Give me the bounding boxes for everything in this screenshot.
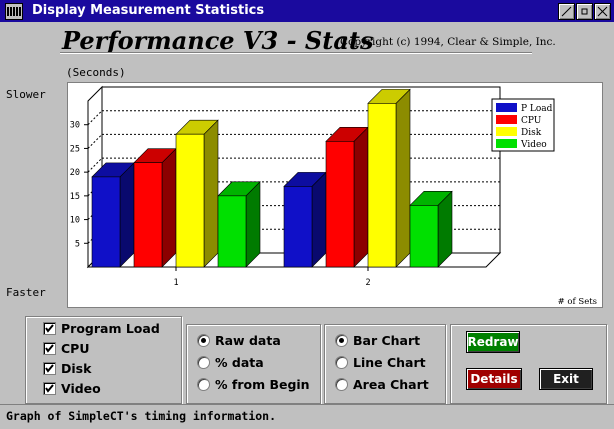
y-tick-label: 5 <box>75 239 80 249</box>
legend-swatch <box>496 139 517 148</box>
y-tick-label: 15 <box>70 192 80 202</box>
maximize-icon[interactable] <box>576 3 593 20</box>
radio-label: Raw data <box>215 333 281 348</box>
gridline-depth <box>87 110 103 126</box>
chart-type-radio-1[interactable]: Line Chart <box>335 355 426 370</box>
legend-label: Video <box>520 140 547 150</box>
checkbox-label: Disk <box>61 361 92 376</box>
checkbox-icon[interactable] <box>43 342 56 355</box>
bar-cpu-2 <box>325 126 369 268</box>
data-mode-radio-0[interactable]: Raw data <box>197 333 281 348</box>
y-tick-label: 20 <box>70 168 80 178</box>
window-title: Display Measurement Statistics <box>32 3 265 18</box>
bar-face <box>245 181 261 268</box>
bar-face <box>217 195 247 268</box>
radio-label: Area Chart <box>353 377 429 392</box>
bar-chart: 5 10 15 20 25 30 1 2 # of Sets P Load CPU Disk Video <box>70 85 597 307</box>
bar-face <box>395 88 411 268</box>
radio-icon[interactable] <box>197 378 210 391</box>
system-menu-icon[interactable] <box>5 3 23 20</box>
radio-icon[interactable] <box>335 334 348 347</box>
chart-area: 5 10 15 20 25 30 1 2 # of Sets P Load CPU Disk Video <box>67 82 603 308</box>
checkbox-label: Video <box>61 381 101 396</box>
exit-button[interactable]: Exit <box>539 368 593 390</box>
legend-swatch <box>496 115 517 124</box>
checkbox-icon[interactable] <box>43 362 56 375</box>
series-checkbox-0[interactable]: Program Load <box>43 321 160 336</box>
bar-disk-1 <box>175 119 219 268</box>
chart-type-radio-0[interactable]: Bar Chart <box>335 333 420 348</box>
y-tick-label: 10 <box>70 216 80 226</box>
series-panel: Program Load CPU Disk Video <box>25 316 182 404</box>
copyright-text: Copyright (c) 1994, Clear & Simple, Inc. <box>340 36 556 48</box>
bar-face <box>367 103 397 268</box>
bar-p-load-1 <box>91 162 135 268</box>
y-tick-label: 25 <box>70 144 80 154</box>
bar-face <box>91 176 121 268</box>
bar-face <box>119 162 135 268</box>
title-bar[interactable]: Display Measurement Statistics <box>0 0 614 22</box>
radio-icon[interactable] <box>197 356 210 369</box>
radio-label: % from Begin <box>215 377 310 392</box>
gridline-depth <box>87 134 103 149</box>
series-checkbox-1[interactable]: CPU <box>43 341 90 356</box>
y-tick-label: 30 <box>70 121 80 131</box>
unit-label: (Seconds) <box>66 66 126 79</box>
x-tick-label: 1 <box>173 278 178 288</box>
data-mode-panel: Raw data % data % from Begin <box>186 324 321 404</box>
details-button[interactable]: Details <box>466 368 522 390</box>
status-bar: Graph of SimpleCT's timing information. <box>0 404 614 429</box>
radio-label: Line Chart <box>353 355 426 370</box>
data-mode-radio-2[interactable]: % from Begin <box>197 377 310 392</box>
status-text: Graph of SimpleCT's timing information. <box>6 409 277 423</box>
checkbox-label: Program Load <box>61 321 160 336</box>
legend-swatch <box>496 127 517 136</box>
checkbox-label: CPU <box>61 341 90 356</box>
bar-face <box>161 147 177 268</box>
gridline-depth <box>87 157 103 173</box>
legend-label: CPU <box>521 116 542 126</box>
radio-label: % data <box>215 355 264 370</box>
series-checkbox-3[interactable]: Video <box>43 381 101 396</box>
x-axis-label: # of Sets <box>558 297 597 307</box>
bar-face <box>311 171 327 268</box>
button-panel: Redraw Details Exit <box>450 324 607 404</box>
divider <box>60 52 532 54</box>
x-tick-label: 2 <box>365 278 370 288</box>
slower-label: Slower <box>6 88 46 101</box>
bar-p-load-2 <box>283 171 327 268</box>
app-title: Performance V3 - Stats <box>62 26 374 55</box>
radio-icon[interactable] <box>335 378 348 391</box>
radio-icon[interactable] <box>197 334 210 347</box>
bar-face <box>409 205 439 268</box>
legend-label: P Load <box>521 104 553 114</box>
series-checkbox-2[interactable]: Disk <box>43 361 91 376</box>
bar-face <box>353 126 369 268</box>
bar-video-1 <box>217 181 261 268</box>
data-mode-radio-1[interactable]: % data <box>197 355 264 370</box>
faster-label: Faster <box>6 286 46 299</box>
bar-face <box>175 133 205 268</box>
bar-cpu-1 <box>133 147 177 268</box>
radio-label: Bar Chart <box>353 333 421 348</box>
legend-label: Disk <box>521 128 542 138</box>
checkbox-icon[interactable] <box>43 322 56 335</box>
chart-type-radio-2[interactable]: Area Chart <box>335 377 429 392</box>
bar-face <box>133 162 163 268</box>
bar-face <box>283 186 313 268</box>
bar-video-2 <box>409 190 453 268</box>
bar-face <box>203 119 219 268</box>
close-icon[interactable] <box>594 3 611 20</box>
radio-icon[interactable] <box>335 356 348 369</box>
checkbox-icon[interactable] <box>43 382 56 395</box>
bar-disk-2 <box>367 88 411 268</box>
legend-swatch <box>496 103 517 112</box>
redraw-button[interactable]: Redraw <box>466 331 520 353</box>
minimize-icon[interactable] <box>558 3 575 20</box>
bar-face <box>325 141 355 268</box>
chart-type-panel: Bar Chart Line Chart Area Chart <box>324 324 446 404</box>
